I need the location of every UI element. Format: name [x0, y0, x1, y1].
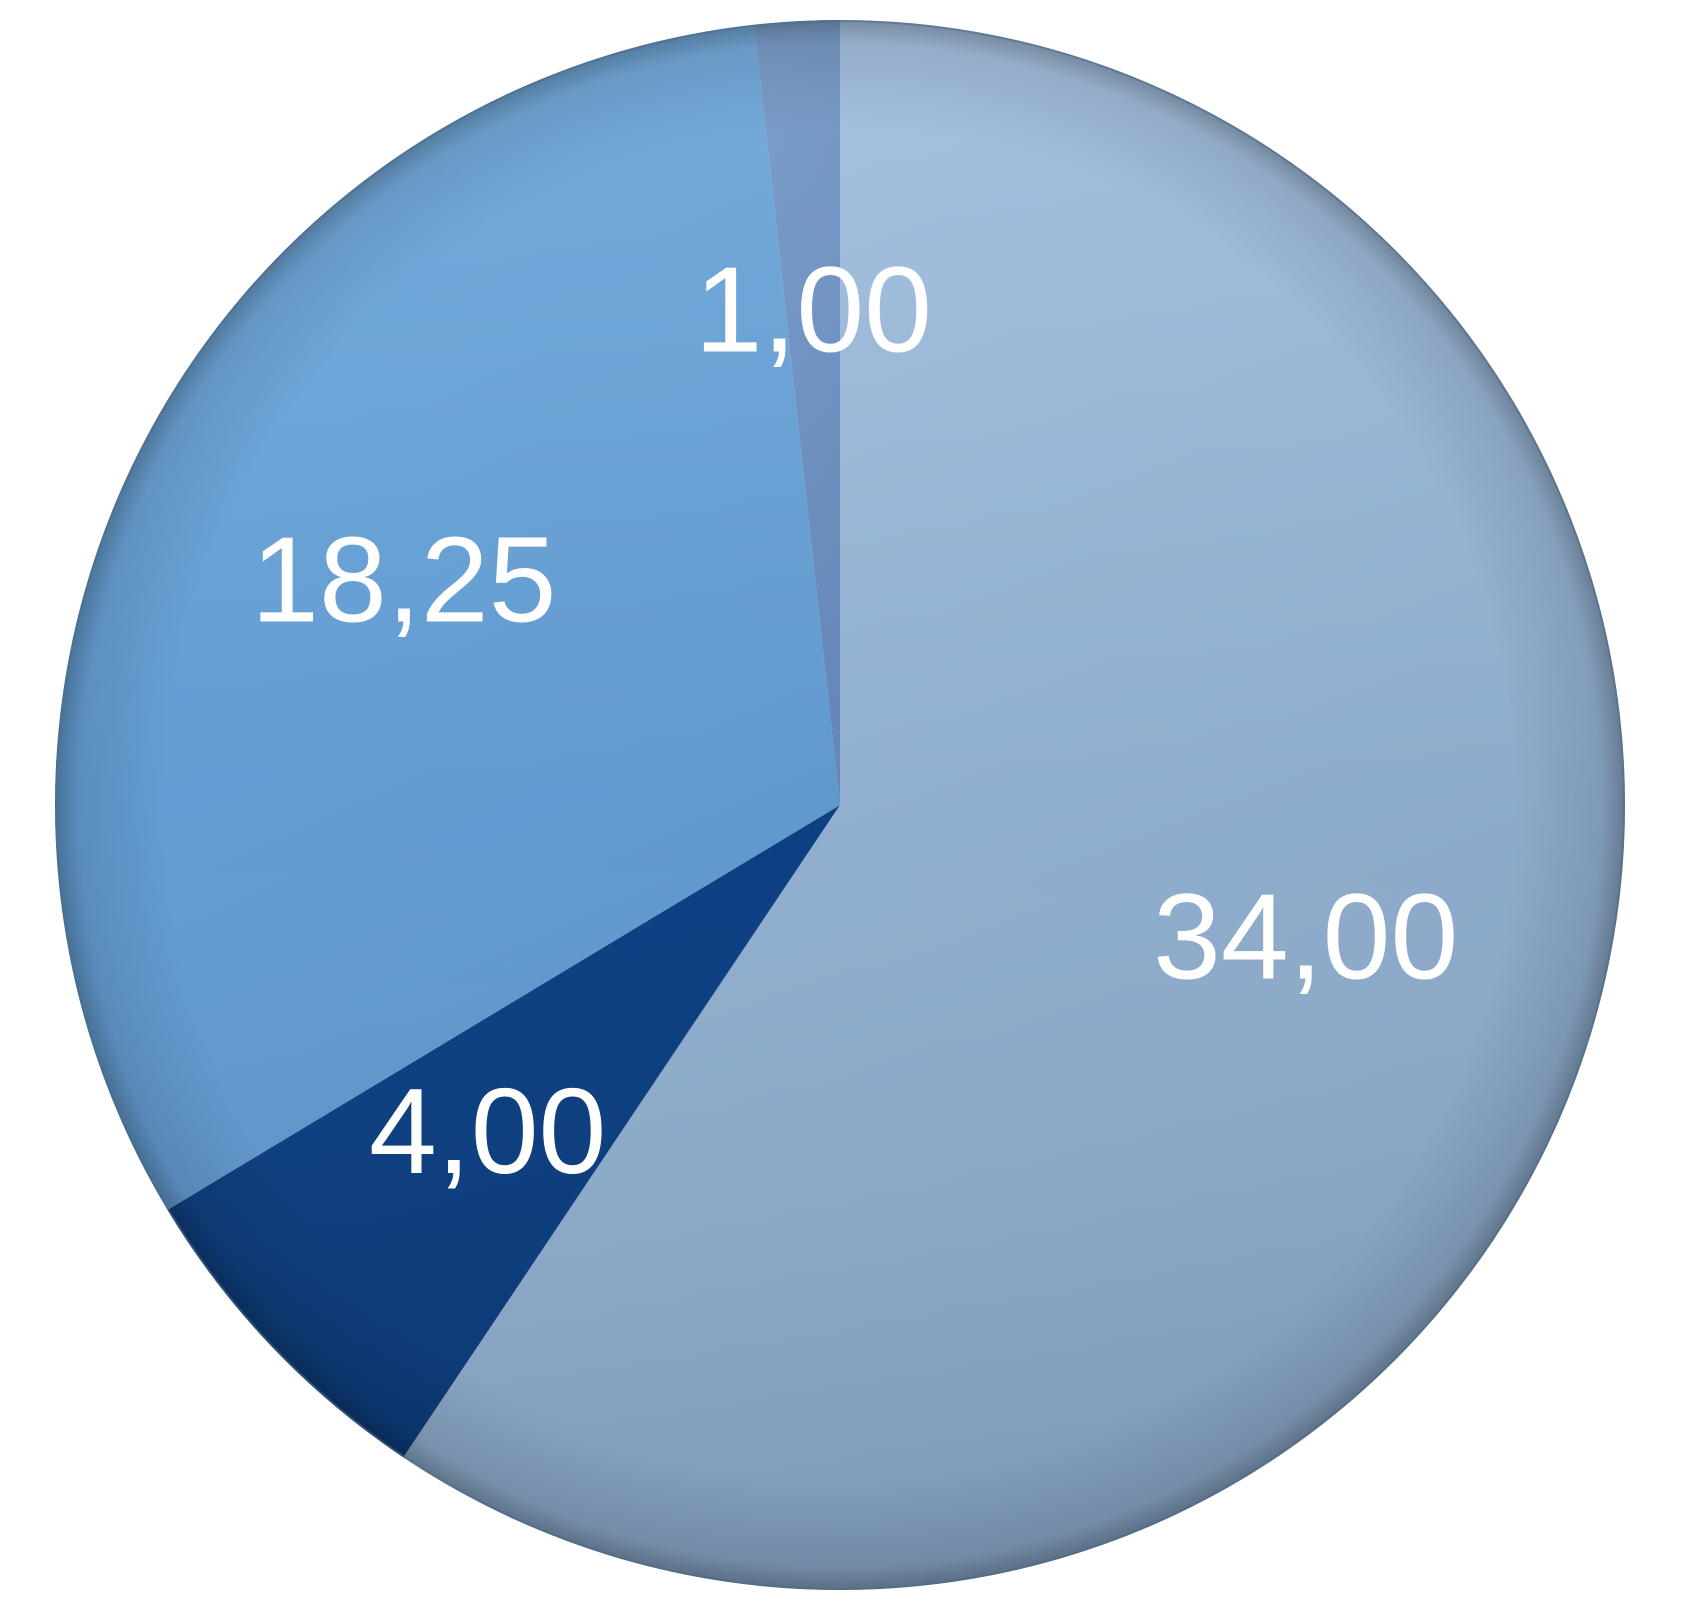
pie-shading [55, 20, 1625, 1590]
slice-value-label: 1,00 [695, 241, 932, 377]
slice-value-label: 18,25 [251, 511, 556, 647]
pie-rim [55, 20, 1625, 1590]
slice-value-label: 34,00 [1153, 869, 1458, 1005]
slice-value-label: 4,00 [369, 1063, 606, 1199]
pie-outline [55, 20, 1625, 1590]
pie-labels: 34,00 4,00 18,25 1,00 [251, 241, 1458, 1199]
